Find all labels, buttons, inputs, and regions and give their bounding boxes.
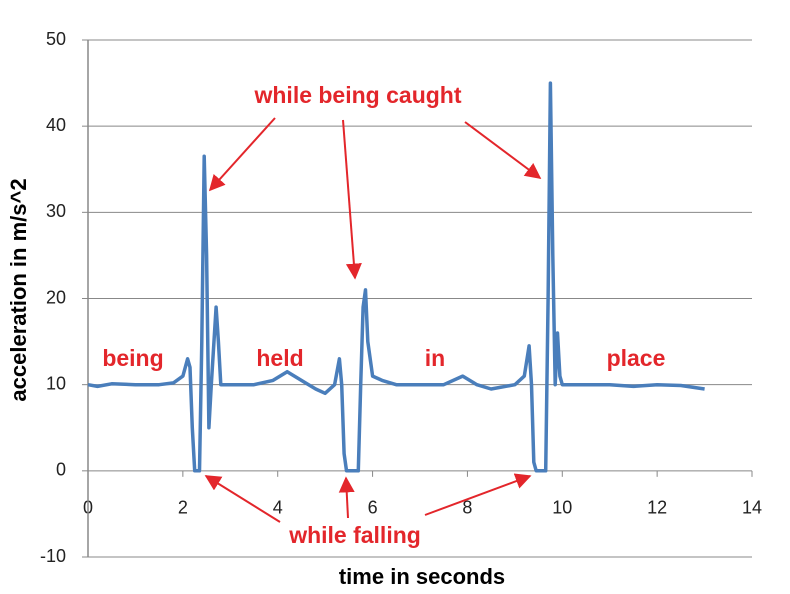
arrows <box>204 117 542 523</box>
annotation: while falling <box>288 522 421 548</box>
y-tick-label: -10 <box>40 546 66 566</box>
annotation: held <box>256 345 303 371</box>
x-tick-label: 6 <box>368 498 378 518</box>
data-line <box>87 81 705 473</box>
annotation: in <box>425 345 445 371</box>
plot <box>87 81 705 473</box>
arrow <box>204 475 281 523</box>
x-tick-label: 10 <box>552 498 572 518</box>
arrow <box>208 117 276 192</box>
x-tick-label: 4 <box>273 498 283 518</box>
arrow <box>464 121 542 179</box>
y-tick-label: 40 <box>46 115 66 135</box>
y-tick-label: 10 <box>46 373 66 393</box>
y-tick-label: 50 <box>46 29 66 49</box>
arrow <box>342 119 362 280</box>
y-tick-label: 20 <box>46 287 66 307</box>
arrow <box>424 473 532 516</box>
y-tick-label: 30 <box>46 201 66 221</box>
y-axis-label: acceleration in m/s^2 <box>6 178 31 401</box>
annotation: being <box>102 345 163 371</box>
grid: -100102030405002468101214 <box>40 29 762 566</box>
y-tick-label: 0 <box>56 460 66 480</box>
x-axis-label: time in seconds <box>339 564 505 589</box>
annotation: place <box>607 345 666 371</box>
x-tick-label: 2 <box>178 498 188 518</box>
x-tick-label: 14 <box>742 498 762 518</box>
arrow <box>338 476 355 519</box>
x-tick-label: 12 <box>647 498 667 518</box>
x-tick-label: 8 <box>462 498 472 518</box>
annotation: while being caught <box>253 82 461 108</box>
